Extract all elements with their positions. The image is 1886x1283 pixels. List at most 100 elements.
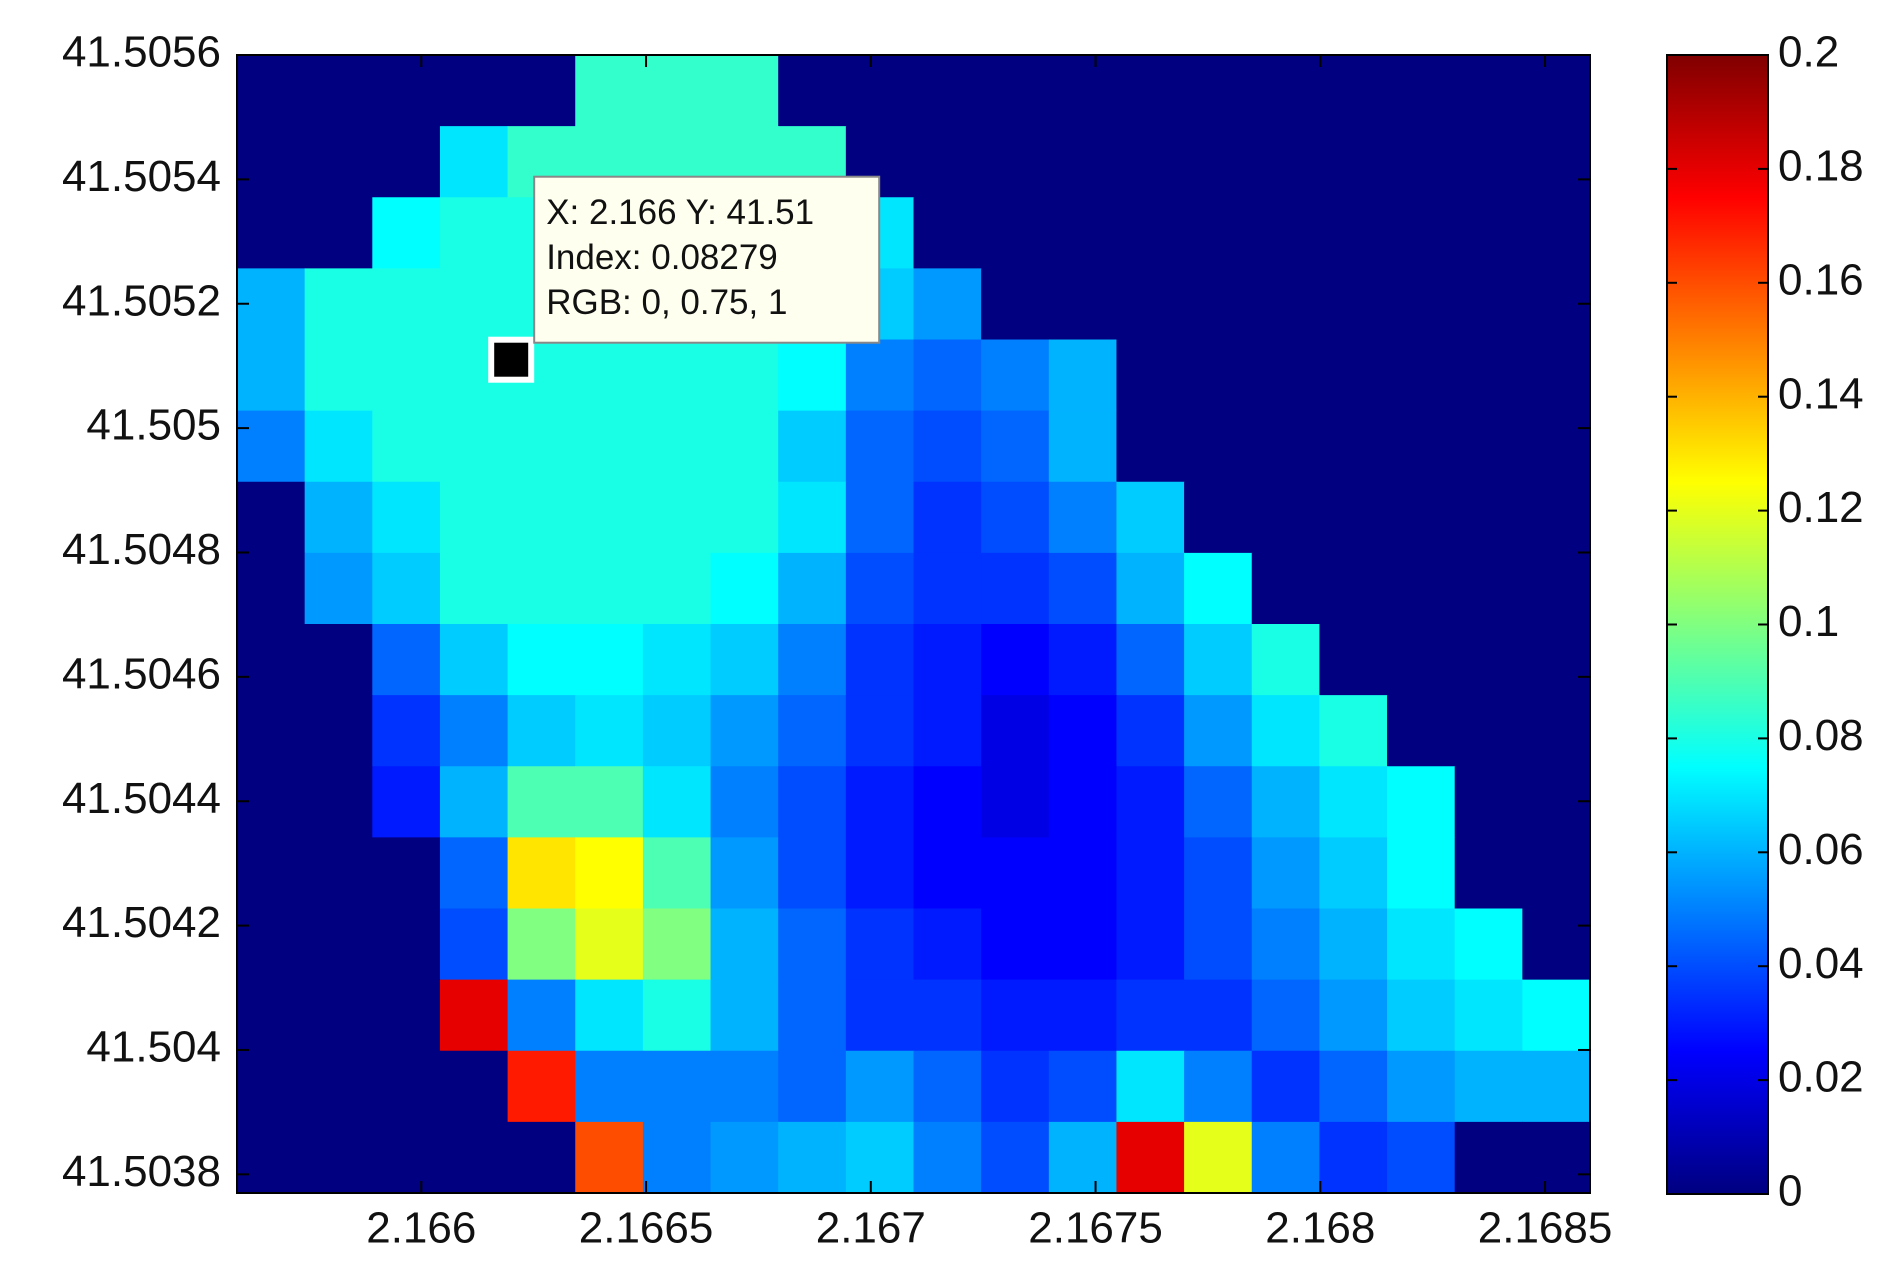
heatmap-cell — [845, 766, 915, 838]
heatmap-cell — [642, 339, 712, 412]
heatmap-cell — [372, 979, 441, 1052]
heatmap-cell — [710, 1121, 779, 1194]
heatmap-cell — [575, 1050, 644, 1123]
heatmap-cell — [439, 126, 509, 198]
heatmap-cell — [1251, 837, 1320, 910]
heatmap-cell — [1522, 339, 1591, 412]
heatmap-cell — [372, 55, 441, 127]
heatmap-cell — [1048, 1121, 1118, 1194]
heatmap-cell — [1184, 1050, 1253, 1123]
heatmap-cell — [1251, 126, 1320, 198]
heatmap-cell — [304, 268, 373, 341]
heatmap-cell — [845, 1121, 915, 1194]
heatmap-cell — [1454, 624, 1523, 696]
heatmap-cell — [237, 410, 306, 483]
heatmap-cell — [1116, 268, 1185, 341]
heatmap-cell — [237, 979, 306, 1052]
y-tick-label: 41.5056 — [62, 28, 221, 77]
heatmap-cell — [981, 695, 1050, 767]
y-tick-label: 41.5042 — [62, 898, 221, 947]
heatmap-cell — [1522, 410, 1591, 483]
heatmap-cell — [710, 552, 779, 625]
heatmap-cell — [439, 55, 509, 127]
plot-frame — [236, 54, 1591, 1194]
heatmap-cell — [710, 410, 779, 483]
heatmap-cell — [439, 1121, 509, 1194]
heatmap-cell — [372, 908, 441, 981]
heatmap-cell — [981, 908, 1050, 981]
heatmap-cell — [1522, 908, 1591, 981]
heatmap-cell — [710, 695, 779, 767]
colorbar-tick-label: 0.18 — [1778, 142, 1864, 191]
heatmap-cell — [575, 481, 644, 554]
heatmap-cell — [1184, 766, 1253, 838]
heatmap-cell — [1319, 979, 1388, 1052]
heatmap-cell — [439, 1050, 509, 1123]
heatmap-cell — [1184, 552, 1253, 625]
heatmap-cell — [642, 481, 712, 554]
colorbar-axis: 0 0.02 0.04 0.06 0.08 0.1 0.12 0.14 0.16 0.18 0.2 — [1667, 28, 1864, 1216]
heatmap-cell — [1454, 126, 1523, 198]
heatmap-cell — [439, 552, 509, 625]
heatmap-cell — [237, 908, 306, 981]
heatmap-cell — [1251, 55, 1320, 127]
heatmap-cell — [1387, 979, 1456, 1052]
x-tick-label: 2.1685 — [1478, 1204, 1613, 1253]
heatmap-cell — [575, 339, 644, 412]
heatmap-cell — [1454, 1050, 1523, 1123]
heatmap-cell — [304, 1121, 373, 1194]
y-tick-label: 41.504 — [86, 1023, 221, 1072]
heatmap-cell — [913, 268, 982, 341]
heatmap-cell — [1184, 624, 1253, 696]
heatmap-cell — [981, 268, 1050, 341]
heatmap-cell — [439, 197, 509, 269]
heatmap-cell — [507, 410, 576, 483]
heatmap-cell — [981, 979, 1050, 1052]
heatmap-cell — [372, 552, 441, 625]
heatmap-cell — [1387, 695, 1456, 767]
heatmap-cell — [372, 197, 441, 269]
heatmap-cell — [1116, 55, 1185, 127]
heatmap-cell — [1116, 1121, 1185, 1194]
heatmap-cell — [1319, 268, 1388, 341]
heatmap-cell — [845, 481, 915, 554]
heatmap-cell — [1048, 410, 1118, 483]
heatmap-cell — [304, 126, 373, 198]
heatmap-cell — [778, 766, 847, 838]
heatmap-cell — [1454, 55, 1523, 127]
heatmap-cell — [439, 481, 509, 554]
heatmap-cell — [1522, 55, 1591, 127]
heatmap-cell — [304, 1050, 373, 1123]
heatmap-cell — [304, 979, 373, 1052]
heatmap-cell — [1184, 268, 1253, 341]
heatmap-cell — [439, 766, 509, 838]
heatmap-cell — [1319, 55, 1388, 127]
heatmap-cell — [1116, 837, 1185, 910]
heatmap-cell — [981, 624, 1050, 696]
heatmap-cell — [1387, 268, 1456, 341]
heatmap-cell — [1048, 837, 1118, 910]
heatmap-cell — [237, 126, 306, 198]
heatmap-cell — [237, 837, 306, 910]
colorbar-tick-label: 0.14 — [1778, 369, 1864, 418]
heatmap-cell — [1454, 766, 1523, 838]
heatmap-cell — [845, 908, 915, 981]
heatmap-cell — [981, 766, 1050, 838]
heatmap-cell — [913, 552, 982, 625]
heatmap-cell — [1319, 837, 1388, 910]
heatmap-cell — [237, 481, 306, 554]
heatmap-cell — [1116, 126, 1185, 198]
heatmap-cell — [575, 908, 644, 981]
heatmap-cell — [913, 197, 982, 269]
heatmap-cell — [507, 766, 576, 838]
heatmap-cell — [439, 624, 509, 696]
heatmap-cell — [710, 339, 779, 412]
heatmap-cell — [439, 979, 509, 1052]
heatmap-cell — [1454, 695, 1523, 767]
heatmap-cell — [1387, 1121, 1456, 1194]
heatmap-cell — [710, 624, 779, 696]
heatmap-cell — [845, 552, 915, 625]
heatmap-cell — [778, 1121, 847, 1194]
axes: 2.166 2.1665 2.167 2.1675 2.168 2.1685 41.5038… — [62, 28, 1612, 1253]
heatmap-cell — [372, 837, 441, 910]
